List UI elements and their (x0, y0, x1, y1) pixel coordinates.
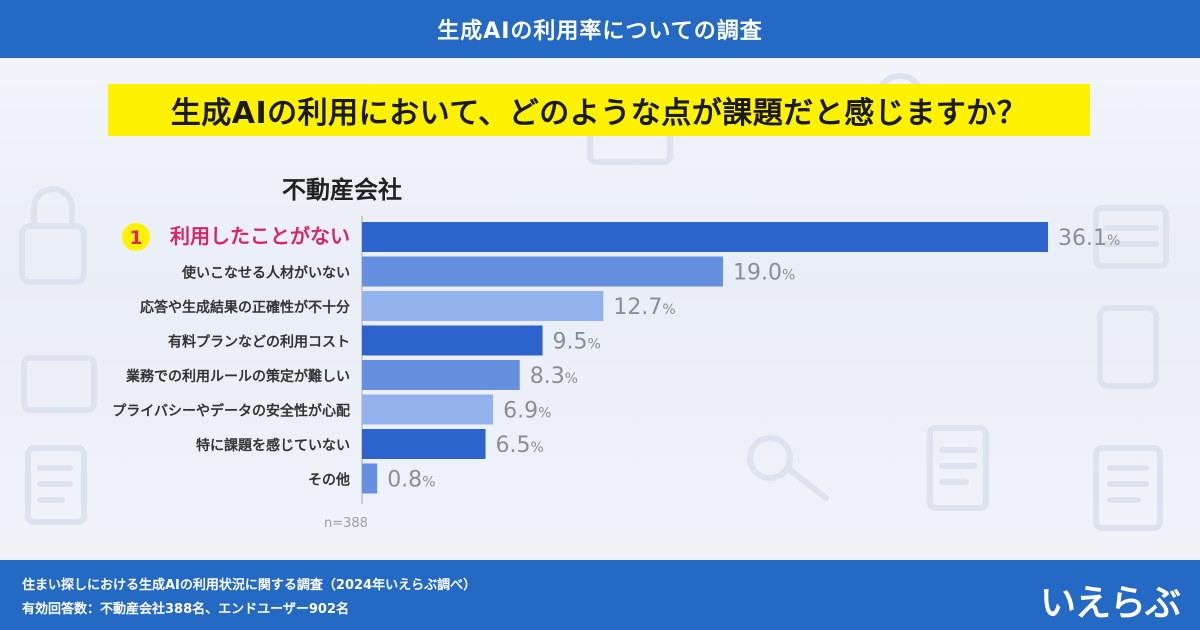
brand-logo: いえらぶ (1039, 574, 1181, 626)
question-text: 生成AIの利用において、どのような点が課題だと感じますか？ (170, 96, 1028, 131)
category-label-8: その他 (308, 472, 350, 489)
bar-2 (362, 256, 724, 287)
bar-3 (362, 291, 604, 321)
footer-survey-title: 住まい探しにおける生成AIの利用状況に関する調査（2024年いえらぶ調べ） (22, 578, 477, 593)
footer-bar: 住まい探しにおける生成AIの利用状況に関する調査（2024年いえらぶ調べ） 有効… (0, 560, 1200, 630)
value-label-3: 12.7% (613, 295, 675, 320)
bar-8 (362, 463, 378, 494)
bar-7 (362, 429, 486, 459)
category-label-2: 使いこなせる人材がいない (181, 265, 350, 282)
category-label-1: 利用したことがない (170, 224, 350, 248)
footer-response-count: 有効回答数：不動産会社388名、エンドユーザー902名 (22, 602, 350, 617)
bar-4 (362, 325, 543, 356)
value-label-8: 0.8% (387, 468, 435, 493)
sample-size-label: n=388 (324, 516, 368, 531)
question-banner: 生成AIの利用において、どのような点が課題だと感じますか？ (108, 84, 1090, 136)
value-label-6: 6.9% (503, 399, 551, 424)
value-label-5: 8.3% (530, 364, 578, 389)
value-label-7: 6.5% (496, 433, 544, 458)
group-title: 不動産会社 (282, 176, 402, 204)
rank-badge (122, 223, 150, 251)
bar-6 (362, 394, 494, 425)
value-label-4: 9.5% (553, 330, 601, 355)
category-label-4: 有料プランなどの利用コスト (168, 334, 350, 351)
value-label-2: 19.0% (733, 261, 795, 286)
brand-logo-text: いえらぶ (1039, 583, 1181, 624)
category-label-7: 特に課題を感じていない (196, 437, 350, 454)
category-label-5: 業務での利用ルールの策定が難しい (125, 368, 350, 385)
value-label-1: 36.1% (1058, 226, 1120, 251)
category-label-3: 応答や生成結果の正確性が不十分 (140, 299, 350, 316)
bar-5 (362, 360, 520, 390)
header-title: 生成AIの利用率についての調査 (437, 19, 763, 44)
category-label-6: プライバシーやデータの安全性が心配 (112, 403, 350, 420)
rank-badge-number: 1 (129, 227, 142, 249)
bar-1 (362, 222, 1048, 252)
header-bar: 生成AIの利用率についての調査 (0, 0, 1200, 58)
bar-chart: 利用したことがない 1 36.1% 使いこなせる人材がいない 19.0% 応答や生成結果の… (112, 216, 1120, 504)
